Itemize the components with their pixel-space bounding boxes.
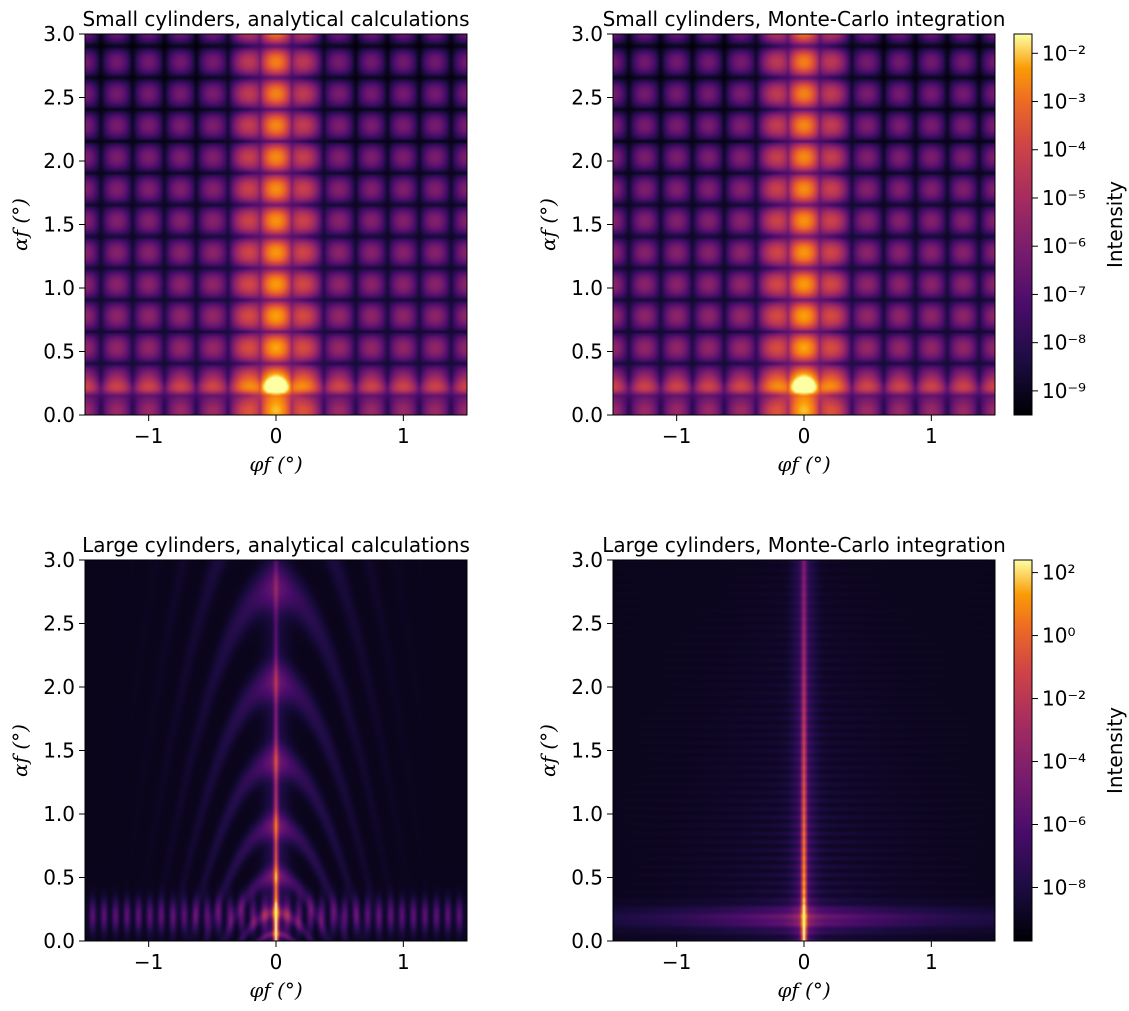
y-tick-label: 1.0 bbox=[571, 276, 603, 300]
x-tick-label: −1 bbox=[662, 424, 691, 448]
x-axis-label: φf (°) bbox=[777, 452, 830, 476]
x-tick-label: 1 bbox=[397, 950, 410, 974]
chart-panel-1: Small cylinders, analytical calculations… bbox=[8, 7, 470, 476]
y-axis-label: αf (°) bbox=[8, 724, 32, 777]
y-tick-label: 0.0 bbox=[43, 929, 75, 953]
colorbar-tick-label: 10⁻⁹ bbox=[1042, 379, 1086, 403]
y-tick-label: 2.0 bbox=[571, 675, 603, 699]
y-tick-label: 1.0 bbox=[43, 802, 75, 826]
colorbar-tick-label: 10⁻⁸ bbox=[1042, 875, 1086, 899]
x-tick-label: −1 bbox=[134, 950, 163, 974]
colorbar-gradient bbox=[1013, 33, 1033, 416]
chart-title: Large cylinders, Monte-Carlo integration bbox=[602, 533, 1006, 557]
x-tick-label: 0 bbox=[798, 950, 811, 974]
x-tick-label: 1 bbox=[925, 950, 938, 974]
y-tick-label: 2.0 bbox=[571, 149, 603, 173]
y-tick-label: 2.5 bbox=[571, 612, 603, 636]
y-tick-label: 0.5 bbox=[43, 866, 75, 890]
chart-panel-2: Small cylinders, Monte-Carlo integration… bbox=[536, 7, 1127, 476]
chart-panel-3: Large cylinders, analytical calculations… bbox=[8, 533, 470, 1002]
heatmap-image bbox=[85, 34, 467, 415]
colorbar-label: Intensity bbox=[1103, 181, 1127, 268]
y-tick-label: 3.0 bbox=[571, 548, 603, 572]
colorbar: 10⁻² 10⁻³ 10⁻⁴ 10⁻⁵ 10⁻⁶ 10⁻⁷ 10⁻⁸ 10⁻⁹ Intensit… bbox=[1013, 33, 1127, 416]
colorbar-tick-label: 10⁻³ bbox=[1042, 90, 1086, 114]
y-tick-label: 0.5 bbox=[571, 866, 603, 890]
colorbar-tick-label: 10⁻⁵ bbox=[1042, 186, 1086, 210]
chart-title: Large cylinders, analytical calculations bbox=[82, 533, 470, 557]
y-tick-label: 0.5 bbox=[43, 340, 75, 364]
colorbar-tick-label: 10⁻⁴ bbox=[1042, 138, 1086, 162]
y-tick-label: 1.5 bbox=[43, 213, 75, 237]
chart-title: Small cylinders, Monte-Carlo integration bbox=[603, 7, 1006, 31]
colorbar-tick-label: 10⁻⁶ bbox=[1042, 234, 1086, 258]
colorbar-label: Intensity bbox=[1103, 707, 1127, 794]
x-tick-label: 1 bbox=[925, 424, 938, 448]
y-axis-label: αf (°) bbox=[536, 198, 560, 251]
y-tick-label: 1.5 bbox=[43, 739, 75, 763]
colorbar-tick-label: 10⁻² bbox=[1042, 41, 1086, 65]
x-axis-label: φf (°) bbox=[249, 452, 302, 476]
y-tick-label: 2.5 bbox=[43, 86, 75, 110]
heatmap-image bbox=[613, 34, 995, 415]
y-tick-label: 3.0 bbox=[571, 22, 603, 46]
y-tick-label: 3.0 bbox=[43, 22, 75, 46]
chart-title: Small cylinders, analytical calculations bbox=[82, 7, 469, 31]
colorbar-gradient bbox=[1013, 559, 1033, 942]
colorbar-tick-label: 10⁻⁴ bbox=[1042, 750, 1086, 774]
y-tick-label: 2.0 bbox=[43, 675, 75, 699]
y-tick-label: 2.5 bbox=[43, 612, 75, 636]
y-axis-label: αf (°) bbox=[8, 198, 32, 251]
y-tick-label: 0.0 bbox=[571, 403, 603, 427]
colorbar-tick-label: 10⁰ bbox=[1042, 624, 1075, 648]
x-tick-label: 0 bbox=[270, 950, 283, 974]
colorbar-tick-label: 10⁻⁷ bbox=[1042, 282, 1086, 306]
y-tick-label: 1.5 bbox=[571, 213, 603, 237]
x-tick-label: −1 bbox=[134, 424, 163, 448]
y-axis-label: αf (°) bbox=[536, 724, 560, 777]
heatmap-image bbox=[85, 560, 467, 941]
x-axis-label: φf (°) bbox=[249, 978, 302, 1002]
y-tick-label: 0.0 bbox=[43, 403, 75, 427]
x-tick-label: −1 bbox=[662, 950, 691, 974]
x-axis-label: φf (°) bbox=[777, 978, 830, 1002]
colorbar-tick-label: 10⁻⁶ bbox=[1042, 812, 1086, 836]
x-tick-label: 0 bbox=[270, 424, 283, 448]
x-tick-label: 0 bbox=[798, 424, 811, 448]
y-tick-label: 3.0 bbox=[43, 548, 75, 572]
y-tick-label: 0.5 bbox=[571, 340, 603, 364]
colorbar-tick-label: 10⁻⁸ bbox=[1042, 331, 1086, 355]
y-tick-label: 2.0 bbox=[43, 149, 75, 173]
colorbar-tick-label: 10² bbox=[1042, 561, 1075, 585]
chart-panel-4: Large cylinders, Monte-Carlo integration… bbox=[536, 533, 1127, 1002]
x-tick-label: 1 bbox=[397, 424, 410, 448]
colorbar: 10² 10⁰ 10⁻² 10⁻⁴ 10⁻⁶ 10⁻⁸ Intensity bbox=[1013, 559, 1127, 942]
colorbar-tick-label: 10⁻² bbox=[1042, 687, 1086, 711]
y-tick-label: 1.5 bbox=[571, 739, 603, 763]
heatmap-image bbox=[613, 560, 995, 941]
y-tick-label: 1.0 bbox=[571, 802, 603, 826]
y-tick-label: 1.0 bbox=[43, 276, 75, 300]
y-tick-label: 2.5 bbox=[571, 86, 603, 110]
y-tick-label: 0.0 bbox=[571, 929, 603, 953]
